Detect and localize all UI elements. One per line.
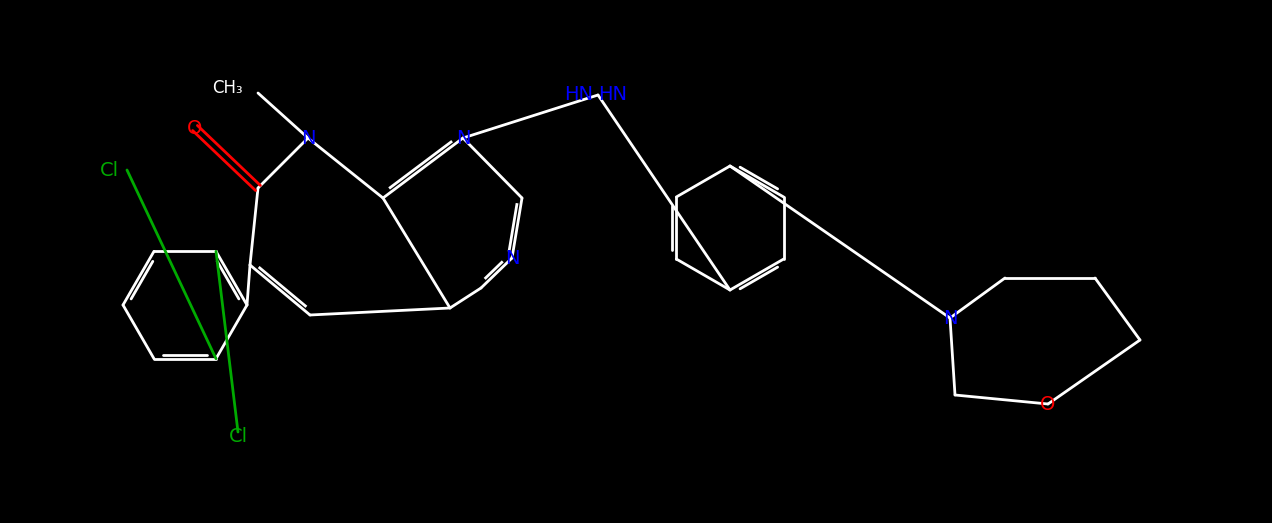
Text: N: N	[300, 129, 315, 147]
Text: HN: HN	[563, 85, 593, 105]
Text: N: N	[943, 309, 958, 327]
Text: O: O	[1040, 394, 1056, 414]
Text: Cl: Cl	[229, 427, 248, 447]
Text: HN: HN	[598, 85, 627, 105]
Text: O: O	[187, 119, 202, 138]
Text: Cl: Cl	[100, 161, 120, 179]
Text: CH₃: CH₃	[212, 79, 243, 97]
Text: N: N	[505, 248, 519, 267]
Text: N: N	[455, 129, 471, 147]
